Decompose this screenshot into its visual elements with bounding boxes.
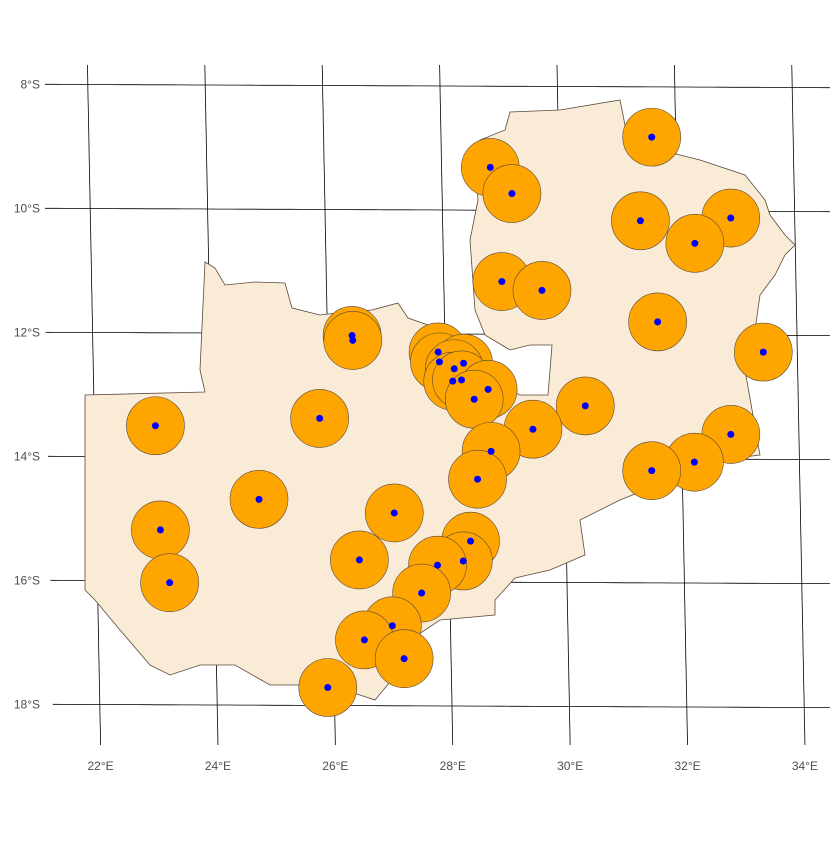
point xyxy=(581,402,589,410)
point xyxy=(156,526,164,534)
point xyxy=(360,636,368,644)
point xyxy=(460,359,468,367)
lon-label: 24°E xyxy=(205,759,231,773)
point xyxy=(727,214,735,222)
lat-label: 12°S xyxy=(14,325,40,339)
point xyxy=(324,683,332,691)
point xyxy=(166,579,174,587)
lon-label: 22°E xyxy=(87,759,113,773)
point xyxy=(400,655,408,663)
lon-label: 28°E xyxy=(440,759,466,773)
point xyxy=(538,286,546,294)
point xyxy=(648,133,656,141)
lon-label: 30°E xyxy=(557,759,583,773)
point xyxy=(459,557,467,565)
point xyxy=(418,589,426,597)
point xyxy=(508,190,516,198)
point xyxy=(450,365,458,373)
point xyxy=(388,622,396,630)
point xyxy=(727,430,735,438)
lat-label: 18°S xyxy=(14,697,40,711)
point xyxy=(151,422,159,430)
points xyxy=(151,133,767,691)
axis-labels: 8°S 10°S 12°S 14°S 16°S 18°S 22°E 24°E 26°E 28°E 3… xyxy=(14,77,818,773)
point xyxy=(486,163,494,171)
lon-label: 32°E xyxy=(674,759,700,773)
point xyxy=(355,556,363,564)
lat-label: 16°S xyxy=(14,573,40,587)
point xyxy=(435,358,443,366)
point xyxy=(255,495,263,503)
point xyxy=(498,278,506,286)
point xyxy=(458,376,466,384)
lat-label: 14°S xyxy=(14,449,40,463)
parallel xyxy=(45,83,830,89)
point xyxy=(474,475,482,483)
lon-label: 34°E xyxy=(792,759,818,773)
point xyxy=(316,414,324,422)
lon-label: 26°E xyxy=(322,759,348,773)
meridian xyxy=(791,65,806,745)
lat-label: 10°S xyxy=(14,201,40,215)
point xyxy=(529,425,537,433)
point xyxy=(449,377,457,385)
point xyxy=(484,385,492,393)
point xyxy=(636,217,644,225)
point xyxy=(349,336,357,344)
point xyxy=(434,561,442,569)
point xyxy=(390,509,398,517)
point xyxy=(691,239,699,247)
lat-label: 8°S xyxy=(21,77,40,91)
parallel xyxy=(52,703,830,708)
point xyxy=(434,348,442,356)
point xyxy=(470,395,478,403)
point xyxy=(487,447,495,455)
point xyxy=(690,458,698,466)
point xyxy=(759,348,767,356)
point xyxy=(648,467,656,475)
point xyxy=(467,537,475,545)
point xyxy=(654,318,662,326)
